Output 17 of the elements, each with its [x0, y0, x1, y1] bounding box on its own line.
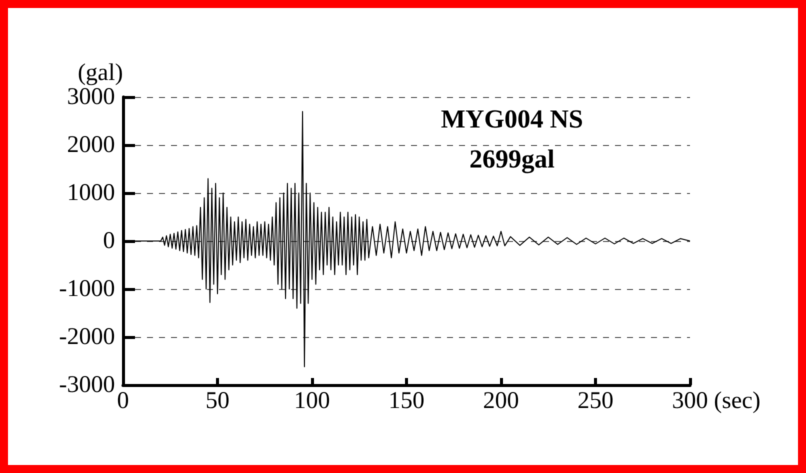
x-tick-label: 150: [388, 388, 424, 414]
y-tick-label: 0: [103, 228, 115, 254]
annotation: MYG004 NS: [440, 104, 584, 134]
y-tick-label: -1000: [59, 276, 115, 302]
x-tick-label: 50: [206, 388, 230, 414]
y-tick-label: -3000: [59, 372, 115, 398]
annotation: 2699gal: [469, 144, 555, 174]
x-tick-label: 100: [294, 388, 330, 414]
y-axis-title: (gal): [78, 60, 123, 86]
x-tick-label: 300: [672, 388, 708, 414]
y-tick-label: 3000: [67, 84, 115, 110]
y-tick-label: 1000: [67, 180, 115, 206]
x-tick-label: 200: [483, 388, 519, 414]
x-tick-label: 250: [578, 388, 614, 414]
y-tick-label: -2000: [59, 324, 115, 350]
x-axis-title: (sec): [714, 388, 761, 414]
y-tick-label: 2000: [67, 132, 115, 158]
